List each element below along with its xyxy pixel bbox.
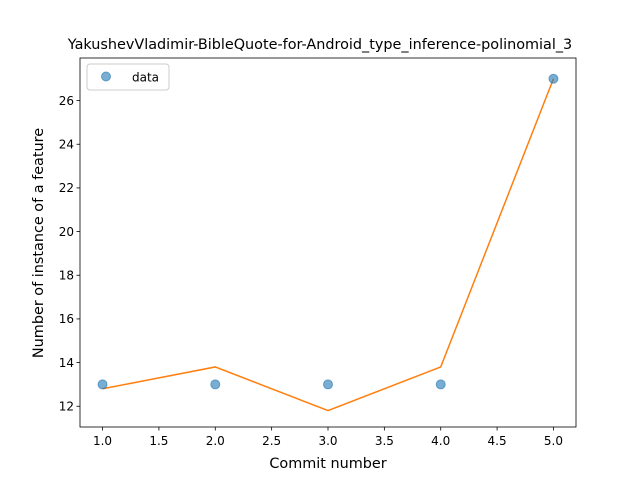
x-tick-label: 5.0	[544, 434, 563, 448]
x-tick-label: 2.0	[206, 434, 225, 448]
data-point	[323, 379, 333, 390]
x-tick-label: 1.0	[93, 434, 112, 448]
chart-title: YakushevVladimir-BibleQuote-for-Android_…	[67, 37, 572, 53]
y-tick-label: 14	[59, 356, 74, 370]
plot-area	[97, 73, 559, 412]
y-tick-label: 16	[59, 312, 74, 326]
data-point	[210, 379, 221, 390]
x-tick-label: 1.5	[149, 434, 168, 448]
y-tick-label: 26	[59, 94, 74, 108]
y-tick-label: 12	[59, 400, 74, 414]
y-tick-label: 24	[59, 138, 74, 152]
y-axis-label: Number of instance of a feature	[31, 128, 47, 358]
axis-ticks: 1.0 1.5 2.0 2.5 3.0 3.5 4.0 4.5 5.0 12 14 16 18 20 22 2…	[59, 57, 577, 448]
y-tick-label: 18	[59, 269, 74, 283]
x-tick-label: 4.0	[431, 434, 450, 448]
data-point	[435, 379, 446, 390]
x-tick-label: 3.5	[375, 434, 394, 448]
y-tick-label: 22	[59, 181, 74, 195]
x-tick-label: 2.5	[262, 434, 281, 448]
data-point	[548, 73, 559, 84]
x-tick-label: 4.5	[488, 434, 507, 448]
x-axis-label: Commit number	[269, 456, 386, 472]
legend-marker-data	[101, 71, 111, 82]
series-line-fit	[102, 78, 555, 412]
legend-label-data: data	[132, 71, 159, 85]
data-point	[97, 379, 108, 390]
legend-box	[86, 63, 170, 91]
x-tick-label: 3.0	[318, 434, 337, 448]
legend: data	[86, 63, 170, 91]
y-tick-label: 20	[59, 225, 74, 239]
